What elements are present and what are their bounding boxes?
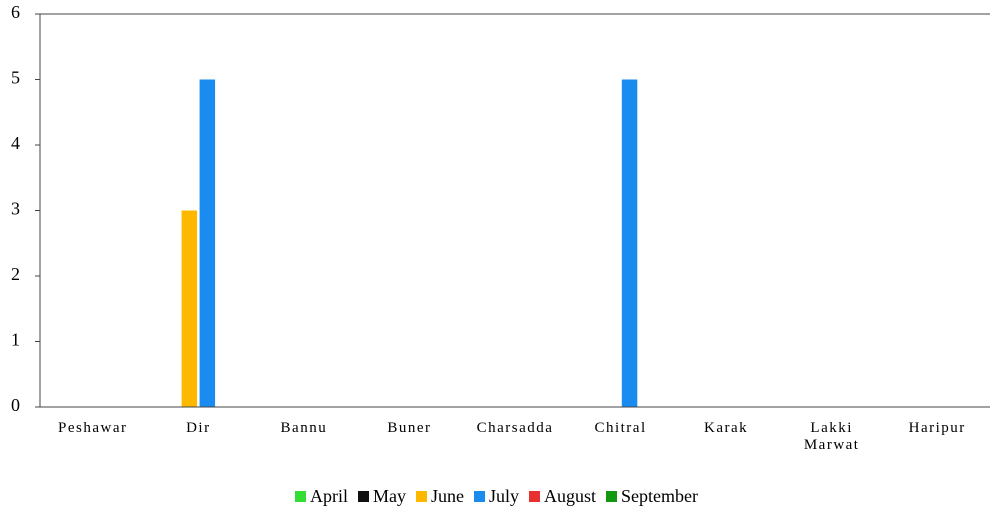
legend-item: August	[529, 486, 596, 507]
x-tick-label: Karak	[704, 420, 749, 436]
legend-item: May	[357, 486, 406, 507]
x-tick-label: Peshawar	[58, 420, 128, 436]
y-tick-label: 2	[11, 264, 20, 284]
legend-item: September	[606, 486, 698, 507]
x-tick-label: Haripur	[908, 420, 966, 436]
legend-label: June	[430, 486, 464, 506]
legend-swatch	[473, 491, 485, 502]
legend-label: September	[621, 486, 698, 506]
y-tick-label: 3	[11, 199, 20, 219]
x-tick-label: Chitral	[594, 420, 647, 436]
y-tick-label: 5	[11, 68, 20, 88]
x-tick-label: Lakki Marwat	[803, 420, 860, 453]
legend-swatch	[606, 491, 618, 502]
legend-item: June	[415, 486, 464, 507]
legend-label: August	[544, 486, 597, 506]
bar	[181, 210, 198, 407]
x-tick-label: Bannu	[280, 420, 328, 436]
legend-swatch	[415, 491, 427, 502]
y-tick-label: 6	[11, 2, 20, 22]
x-tick-label: Dir	[186, 420, 211, 436]
y-tick-label: 0	[11, 395, 20, 415]
legend-swatch	[357, 491, 369, 502]
chart: 0 1 2 3 4 5 6	[11, 2, 990, 415]
legend: April May June July August September	[0, 486, 993, 507]
legend-label: May	[372, 486, 406, 506]
y-tick-label: 1	[11, 330, 20, 350]
y-tick-label: 4	[11, 133, 20, 153]
x-tick-label: Buner	[387, 420, 432, 436]
legend-swatch	[529, 491, 540, 502]
legend-item: April	[294, 486, 348, 507]
legend-label: April	[309, 486, 348, 506]
legend-item: July	[473, 486, 519, 507]
bar	[199, 79, 216, 407]
bar	[621, 79, 638, 407]
legend-swatch	[294, 491, 306, 502]
x-tick-label: Charsadda	[476, 420, 554, 436]
legend-label: July	[488, 486, 519, 506]
